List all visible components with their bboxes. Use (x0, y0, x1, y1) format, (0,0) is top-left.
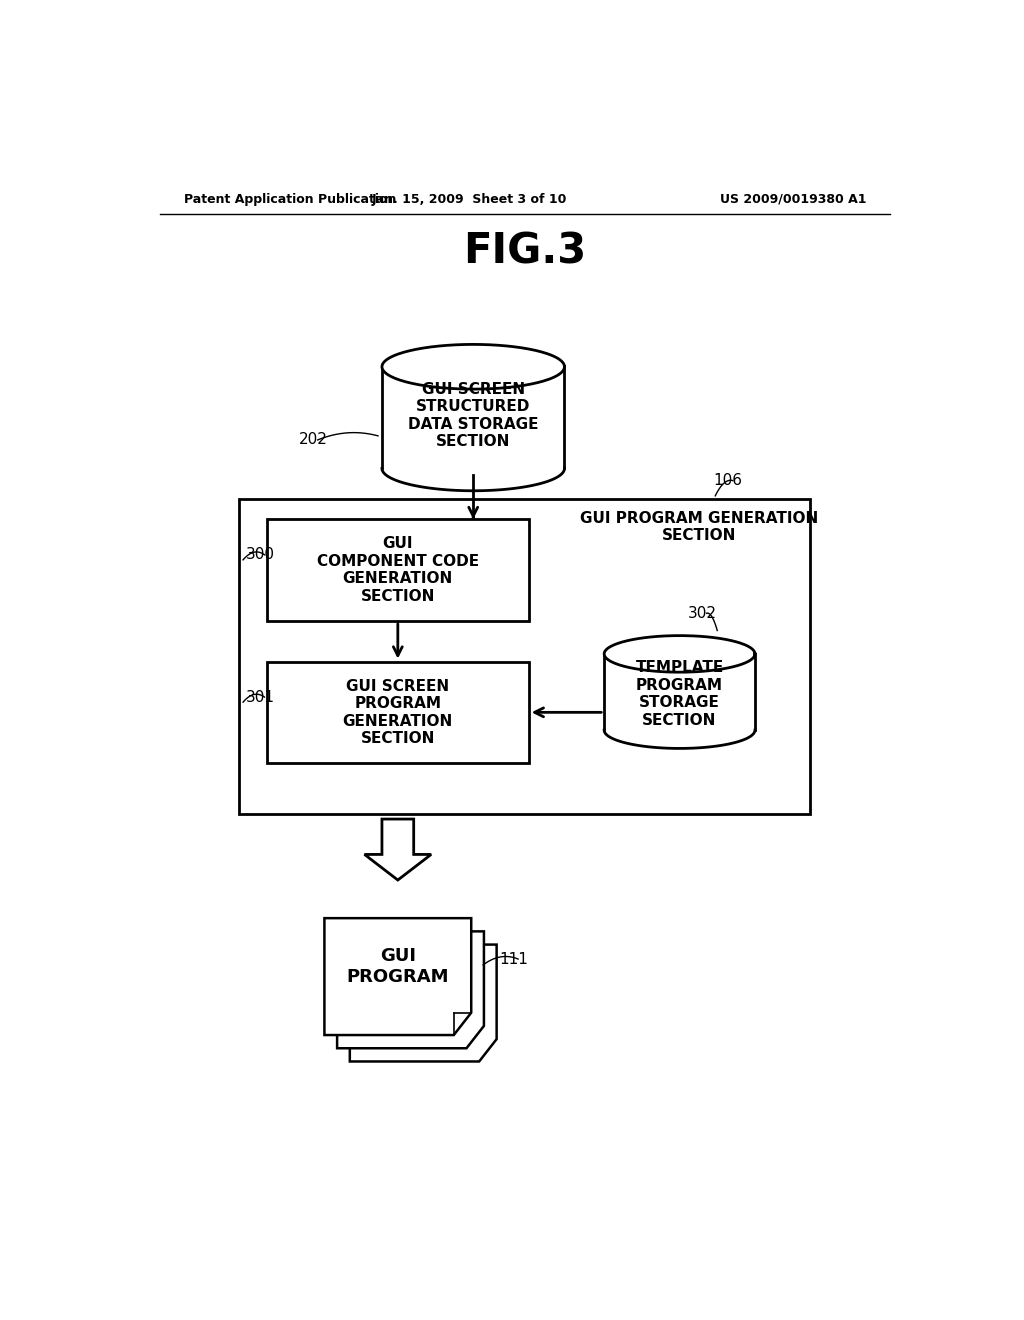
Text: TEMPLATE
PROGRAM
STORAGE
SECTION: TEMPLATE PROGRAM STORAGE SECTION (636, 660, 724, 727)
Text: GUI
COMPONENT CODE
GENERATION
SECTION: GUI COMPONENT CODE GENERATION SECTION (316, 536, 479, 603)
Text: US 2009/0019380 A1: US 2009/0019380 A1 (720, 193, 866, 206)
Text: 202: 202 (299, 433, 328, 447)
Text: Patent Application Publication: Patent Application Publication (183, 193, 396, 206)
Polygon shape (382, 367, 564, 469)
Polygon shape (604, 653, 755, 730)
Text: 106: 106 (714, 473, 742, 488)
Polygon shape (604, 636, 755, 672)
Polygon shape (325, 919, 471, 1035)
Text: FIG.3: FIG.3 (463, 231, 587, 273)
Bar (267, 661, 528, 763)
Text: 302: 302 (687, 606, 717, 620)
Polygon shape (350, 945, 497, 1061)
Text: 111: 111 (499, 952, 528, 966)
Bar (240, 499, 811, 814)
Text: GUI SCREEN
PROGRAM
GENERATION
SECTION: GUI SCREEN PROGRAM GENERATION SECTION (343, 678, 453, 746)
Text: 301: 301 (246, 689, 274, 705)
Text: GUI SCREEN
STRUCTURED
DATA STORAGE
SECTION: GUI SCREEN STRUCTURED DATA STORAGE SECTI… (408, 381, 539, 449)
Text: Jan. 15, 2009  Sheet 3 of 10: Jan. 15, 2009 Sheet 3 of 10 (372, 193, 567, 206)
Polygon shape (382, 345, 564, 389)
Polygon shape (365, 818, 431, 880)
Polygon shape (337, 932, 484, 1048)
Bar (267, 519, 528, 620)
Text: GUI
PROGRAM: GUI PROGRAM (346, 946, 450, 986)
Text: GUI PROGRAM GENERATION
SECTION: GUI PROGRAM GENERATION SECTION (581, 511, 818, 544)
Text: 300: 300 (246, 548, 274, 562)
